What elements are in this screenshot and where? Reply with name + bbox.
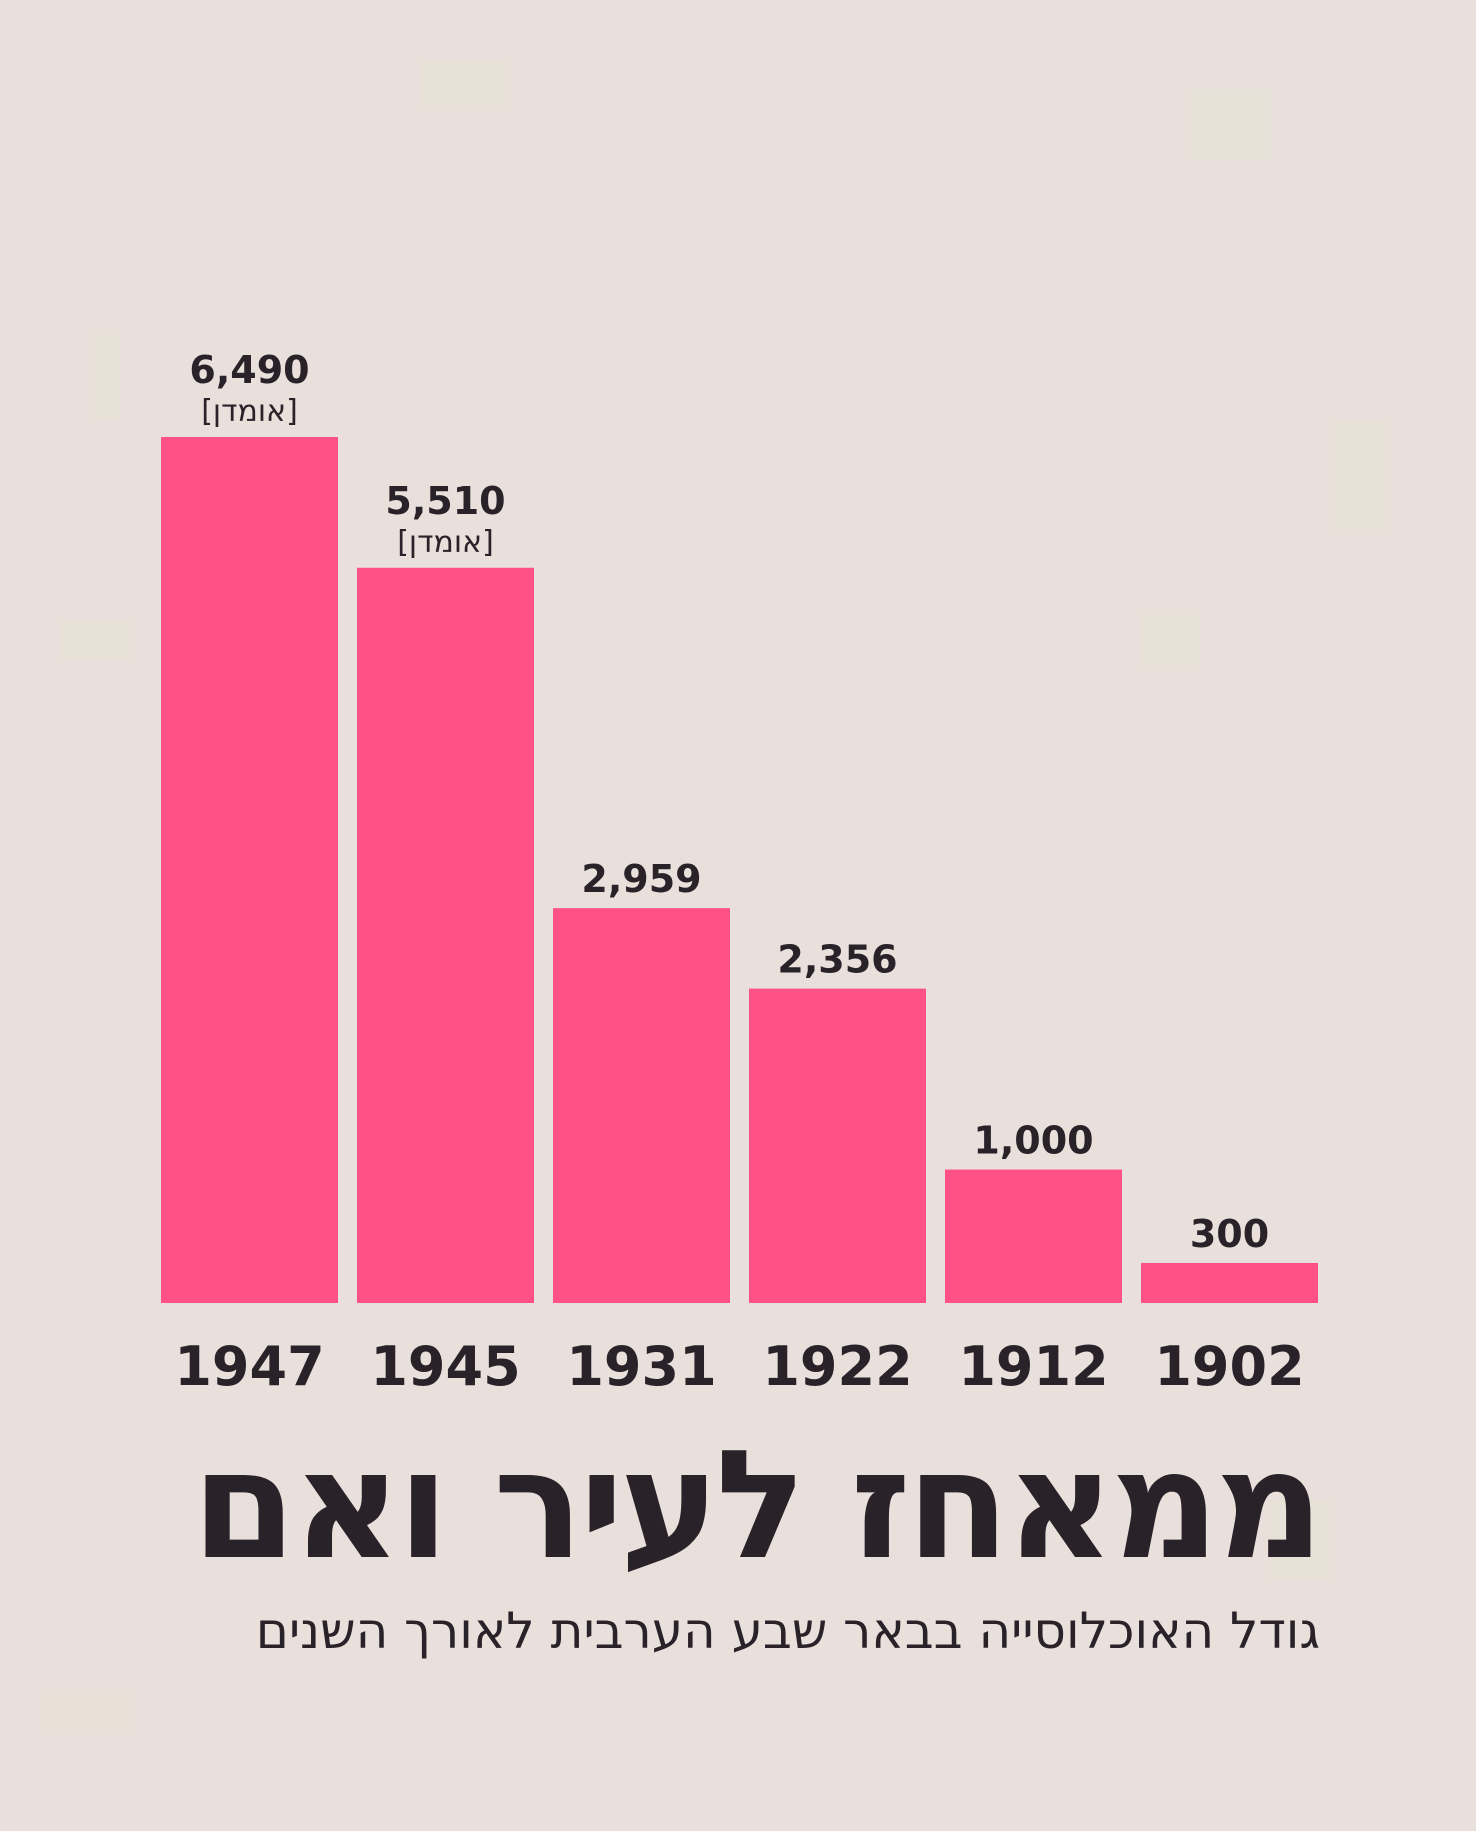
data-label-1922: 2,356 <box>777 938 897 982</box>
x-axis-tick-labels: 1947 1945 1931 1922 1912 1902 <box>174 1335 1304 1398</box>
data-label-1902: 300 <box>1190 1212 1269 1256</box>
bar-1945 <box>357 567 534 1303</box>
page-subtitle: גודל האוכלוסייה בבאר שבע הערבית לאורך הש… <box>255 1602 1320 1660</box>
x-tick-label-1902: 1902 <box>1154 1335 1304 1398</box>
bar-1922 <box>749 988 926 1303</box>
bar-chart: 6,490[אומדן]5,510[אומדן]2,9592,3561,0003… <box>161 348 1318 1398</box>
x-tick-label-1947: 1947 <box>174 1335 324 1398</box>
data-label-1931: 2,959 <box>581 857 701 901</box>
estimate-note-1947: [אומדן] <box>201 394 298 429</box>
x-tick-label-1945: 1945 <box>370 1335 520 1398</box>
data-labels-group: 6,490[אומדן]5,510[אומדן]2,9592,3561,0003… <box>189 348 1269 1256</box>
x-tick-label-1931: 1931 <box>566 1335 716 1398</box>
page-title: ממאחז לעיר ואם <box>191 1419 1324 1593</box>
x-tick-label-1922: 1922 <box>762 1335 912 1398</box>
estimate-note-1945: [אומדן] <box>397 525 494 560</box>
x-tick-label-1912: 1912 <box>958 1335 1108 1398</box>
data-label-1945: 5,510 <box>385 479 505 523</box>
bar-1912 <box>945 1169 1122 1303</box>
data-label-1912: 1,000 <box>973 1119 1093 1163</box>
bar-1931 <box>553 908 730 1303</box>
bar-1902 <box>1141 1262 1318 1303</box>
data-label-1947: 6,490 <box>189 348 309 392</box>
bar-1947 <box>161 437 338 1303</box>
bars-group <box>161 437 1318 1303</box>
